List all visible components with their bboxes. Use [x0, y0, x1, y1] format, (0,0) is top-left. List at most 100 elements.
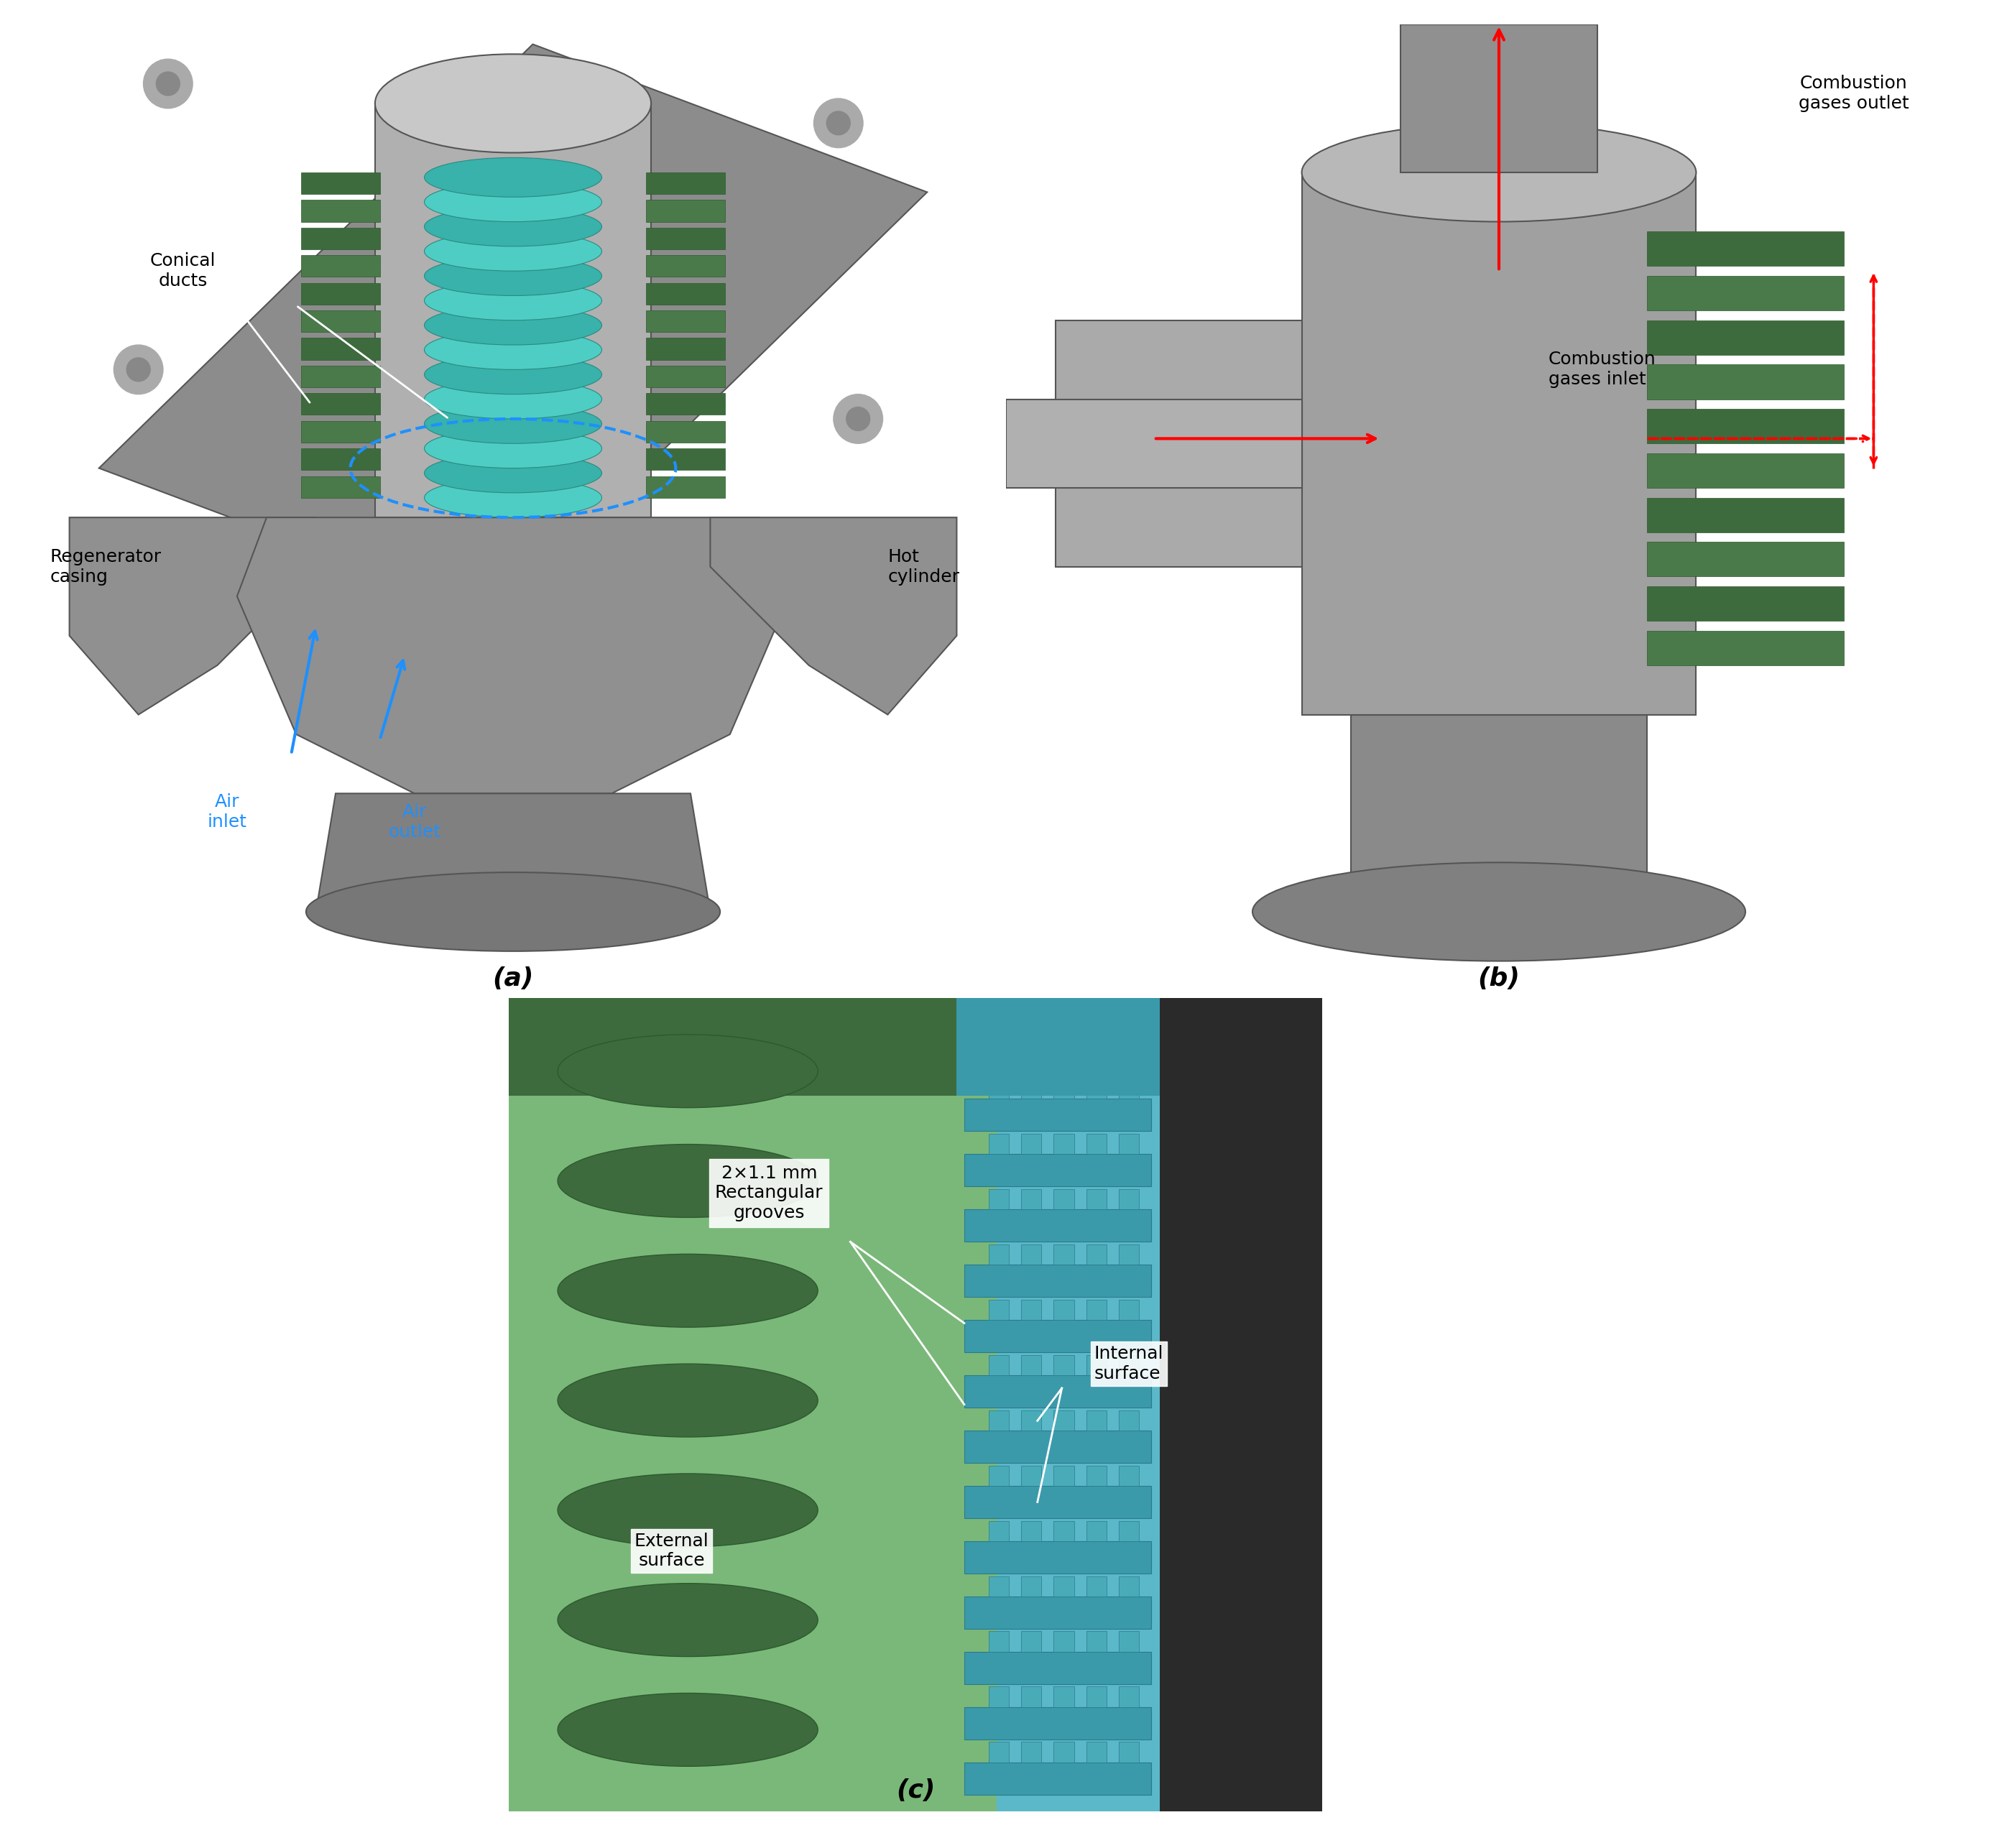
- Polygon shape: [1086, 1576, 1107, 1597]
- Polygon shape: [1648, 453, 1843, 488]
- Polygon shape: [1119, 1355, 1139, 1375]
- Circle shape: [827, 111, 851, 135]
- Polygon shape: [316, 793, 710, 911]
- Polygon shape: [1086, 1188, 1107, 1209]
- Polygon shape: [1022, 1743, 1042, 1763]
- Ellipse shape: [557, 1584, 817, 1656]
- Polygon shape: [1054, 1079, 1074, 1100]
- Circle shape: [813, 98, 863, 148]
- Polygon shape: [646, 310, 724, 333]
- Polygon shape: [646, 255, 724, 277]
- Polygon shape: [988, 1465, 1008, 1486]
- Text: (a): (a): [493, 967, 533, 991]
- Polygon shape: [302, 421, 380, 442]
- Polygon shape: [964, 1597, 1151, 1628]
- Polygon shape: [68, 517, 316, 715]
- Polygon shape: [964, 1209, 1151, 1242]
- Polygon shape: [646, 366, 724, 388]
- Ellipse shape: [425, 305, 602, 346]
- Polygon shape: [1086, 1355, 1107, 1375]
- Text: Combustion
gases outlet: Combustion gases outlet: [1799, 76, 1909, 113]
- Polygon shape: [1086, 1299, 1107, 1319]
- Polygon shape: [1119, 1079, 1139, 1100]
- Ellipse shape: [1302, 124, 1696, 222]
- Polygon shape: [646, 283, 724, 305]
- Ellipse shape: [425, 331, 602, 370]
- Polygon shape: [509, 998, 996, 1811]
- Polygon shape: [964, 1375, 1151, 1408]
- Polygon shape: [1054, 1299, 1074, 1319]
- Ellipse shape: [425, 405, 602, 444]
- Polygon shape: [302, 449, 380, 469]
- Text: Internal
surface: Internal surface: [1095, 1345, 1163, 1382]
- Ellipse shape: [425, 183, 602, 222]
- Polygon shape: [988, 1632, 1008, 1652]
- Polygon shape: [237, 517, 789, 793]
- Ellipse shape: [425, 157, 602, 198]
- Polygon shape: [964, 1319, 1151, 1353]
- Polygon shape: [988, 1244, 1008, 1264]
- Polygon shape: [988, 1133, 1008, 1153]
- Polygon shape: [646, 200, 724, 222]
- Polygon shape: [1086, 1465, 1107, 1486]
- Polygon shape: [1086, 1079, 1107, 1100]
- Ellipse shape: [425, 355, 602, 394]
- Ellipse shape: [557, 1473, 817, 1547]
- Ellipse shape: [557, 1144, 817, 1218]
- Polygon shape: [1054, 1632, 1074, 1652]
- Circle shape: [847, 407, 869, 431]
- Polygon shape: [302, 227, 380, 249]
- Polygon shape: [1648, 364, 1843, 399]
- Polygon shape: [1119, 1024, 1139, 1044]
- Ellipse shape: [1251, 863, 1746, 961]
- Text: Hot
cylinder: Hot cylinder: [887, 549, 960, 586]
- Ellipse shape: [557, 1035, 817, 1107]
- Polygon shape: [1022, 1465, 1042, 1486]
- Ellipse shape: [557, 1693, 817, 1767]
- Polygon shape: [1648, 320, 1843, 355]
- Polygon shape: [1054, 1521, 1074, 1541]
- Circle shape: [157, 72, 179, 96]
- Polygon shape: [1119, 1244, 1139, 1264]
- Polygon shape: [646, 338, 724, 360]
- Polygon shape: [646, 477, 724, 497]
- Polygon shape: [1022, 1576, 1042, 1597]
- Text: External
surface: External surface: [634, 1532, 708, 1569]
- Polygon shape: [1022, 1410, 1042, 1430]
- Polygon shape: [646, 421, 724, 442]
- Text: Air
outlet: Air outlet: [388, 804, 441, 841]
- Polygon shape: [1006, 399, 1302, 488]
- Polygon shape: [988, 1299, 1008, 1319]
- Polygon shape: [1352, 715, 1648, 911]
- Polygon shape: [964, 1044, 1151, 1076]
- Text: Air
inlet: Air inlet: [207, 793, 247, 832]
- Polygon shape: [1119, 1521, 1139, 1541]
- Ellipse shape: [425, 207, 602, 246]
- Polygon shape: [1054, 320, 1352, 567]
- Polygon shape: [1086, 1410, 1107, 1430]
- Polygon shape: [964, 1541, 1151, 1574]
- Polygon shape: [1086, 1133, 1107, 1153]
- Text: Combustion
gases inlet: Combustion gases inlet: [1549, 351, 1656, 388]
- Polygon shape: [1054, 1465, 1074, 1486]
- Ellipse shape: [425, 453, 602, 493]
- Polygon shape: [988, 1355, 1008, 1375]
- Circle shape: [143, 59, 193, 109]
- Polygon shape: [302, 394, 380, 416]
- Polygon shape: [956, 998, 1159, 1811]
- Polygon shape: [374, 103, 652, 517]
- Polygon shape: [302, 255, 380, 277]
- Ellipse shape: [557, 1255, 817, 1327]
- Polygon shape: [646, 172, 724, 194]
- Polygon shape: [1022, 1521, 1042, 1541]
- Polygon shape: [1648, 586, 1843, 621]
- Text: Conical
ducts: Conical ducts: [151, 253, 215, 290]
- Polygon shape: [956, 998, 1322, 1811]
- Polygon shape: [1119, 1687, 1139, 1708]
- Polygon shape: [710, 517, 958, 715]
- Polygon shape: [302, 310, 380, 333]
- Polygon shape: [1648, 231, 1843, 266]
- Polygon shape: [988, 1079, 1008, 1100]
- Polygon shape: [1054, 1687, 1074, 1708]
- Polygon shape: [1119, 1299, 1139, 1319]
